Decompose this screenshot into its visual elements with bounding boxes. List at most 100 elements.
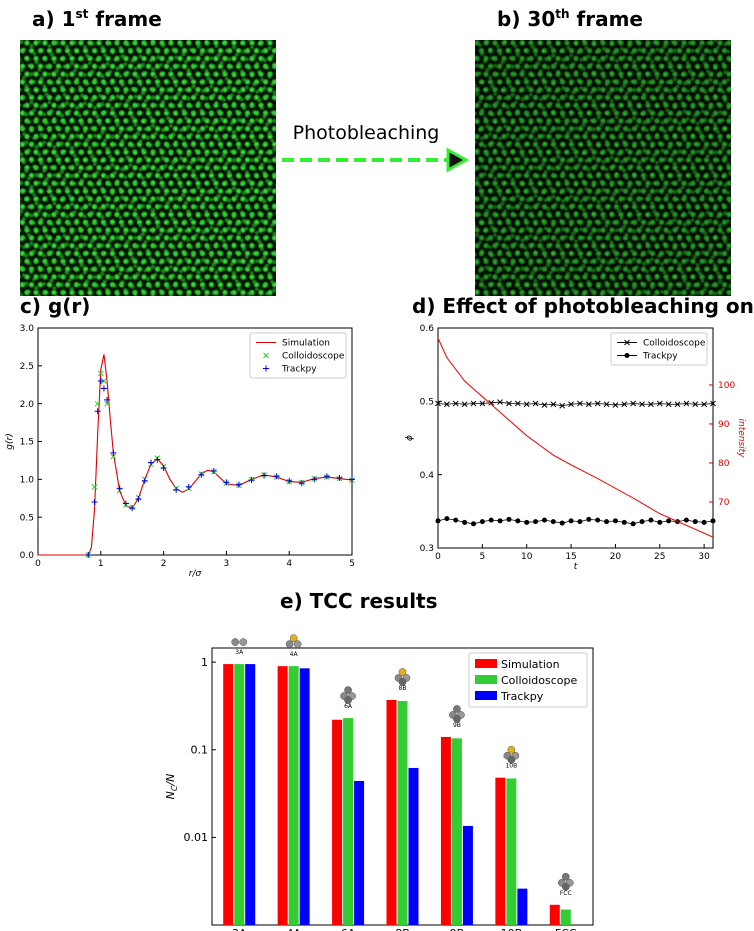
bar xyxy=(234,664,245,925)
x-tick-label: 2 xyxy=(161,559,167,569)
arrowhead xyxy=(446,147,470,173)
marker xyxy=(160,464,167,471)
bar xyxy=(560,909,571,925)
marker xyxy=(541,402,548,408)
cluster-atom xyxy=(398,678,407,686)
y2-axis-label: intensity xyxy=(736,418,746,458)
label-part: C xyxy=(170,785,179,791)
legend-swatch xyxy=(475,691,497,700)
marker xyxy=(674,401,681,408)
cluster-label: 8B xyxy=(399,685,407,692)
cluster-label: 4A xyxy=(290,651,299,658)
y-tick-label: 3.0 xyxy=(20,324,35,334)
legend-box xyxy=(468,652,588,708)
marker xyxy=(514,400,521,407)
y2-tick-label: 70 xyxy=(718,498,730,508)
marker xyxy=(461,401,468,408)
cluster-icon xyxy=(340,686,356,704)
legend-label: Colloidoscope xyxy=(501,674,578,687)
marker xyxy=(141,477,148,484)
marker xyxy=(692,401,699,408)
cluster-atom xyxy=(344,696,352,704)
marker xyxy=(91,484,98,490)
x-tick-label: 1 xyxy=(98,559,104,569)
marker xyxy=(559,520,565,526)
legend-swatch xyxy=(475,659,497,668)
marker xyxy=(506,516,512,522)
x-tick-label: FCC xyxy=(555,927,577,931)
marker xyxy=(594,400,601,407)
marker xyxy=(248,477,255,484)
y2-tick-label: 80 xyxy=(718,459,730,469)
marker xyxy=(568,401,574,408)
x-tick-label: 4A xyxy=(286,927,301,931)
marker xyxy=(541,517,547,523)
cluster-icon xyxy=(557,872,574,891)
bar xyxy=(408,767,419,925)
marker xyxy=(506,400,512,407)
cluster-label: FCC xyxy=(560,890,572,897)
legend-box xyxy=(610,332,708,366)
legend-marker xyxy=(624,353,630,358)
marker xyxy=(349,476,355,483)
marker xyxy=(110,449,117,456)
bar xyxy=(506,778,517,925)
bar xyxy=(332,719,343,925)
marker xyxy=(648,517,654,523)
marker xyxy=(497,399,503,405)
cluster-atom xyxy=(293,640,302,648)
marker xyxy=(444,401,450,408)
legend-label: Simulation xyxy=(282,339,330,349)
cluster-label: 10B xyxy=(505,763,517,770)
bar xyxy=(223,664,234,925)
x-tick-label: 30 xyxy=(698,552,710,562)
bar xyxy=(397,701,408,925)
marker xyxy=(488,517,494,523)
marker xyxy=(453,517,459,523)
x-tick-label: 5 xyxy=(349,559,355,569)
marker xyxy=(91,499,98,506)
marker xyxy=(603,401,610,408)
bar xyxy=(299,668,310,925)
cluster-icon xyxy=(449,705,465,723)
marker xyxy=(235,481,242,488)
cluster-atom xyxy=(507,755,516,764)
cluster-atom xyxy=(239,638,248,646)
bar xyxy=(462,825,473,925)
y-tick-label: 0.01 xyxy=(184,831,209,844)
series-line xyxy=(437,401,714,407)
marker xyxy=(523,401,530,408)
marker xyxy=(701,519,707,525)
x-tick-label: 9B xyxy=(450,927,465,931)
bar xyxy=(440,736,451,925)
marker xyxy=(532,400,539,407)
y-tick-label: 0.0 xyxy=(20,551,35,561)
x-tick-label: 15 xyxy=(565,552,576,562)
bar xyxy=(386,699,397,925)
cluster-atom xyxy=(285,640,294,648)
marker xyxy=(97,370,104,377)
legend-marker xyxy=(263,352,269,359)
cluster-atom xyxy=(561,872,570,881)
legend-box xyxy=(249,332,347,379)
bar xyxy=(288,666,299,925)
x-tick-label: 10B xyxy=(501,927,523,931)
y2-tick-label: 100 xyxy=(718,381,735,391)
y-tick-label: 2.5 xyxy=(20,362,34,372)
marker xyxy=(104,400,110,407)
x-tick-label: 3 xyxy=(224,559,230,569)
x-tick-label: 20 xyxy=(610,552,622,562)
cluster-atom xyxy=(231,638,240,646)
series-line xyxy=(437,337,714,538)
marker xyxy=(273,473,280,480)
chart-title: d) Effect of photobleaching on Φ xyxy=(412,294,754,318)
panel-title: a) 1st frame xyxy=(32,7,162,31)
chart-title: e) TCC results xyxy=(280,589,438,613)
cluster-label: 6A xyxy=(344,703,353,710)
marker xyxy=(323,473,330,480)
marker xyxy=(639,519,645,525)
marker xyxy=(210,468,217,475)
marker xyxy=(336,474,343,481)
marker xyxy=(311,476,318,483)
marker xyxy=(550,401,557,408)
